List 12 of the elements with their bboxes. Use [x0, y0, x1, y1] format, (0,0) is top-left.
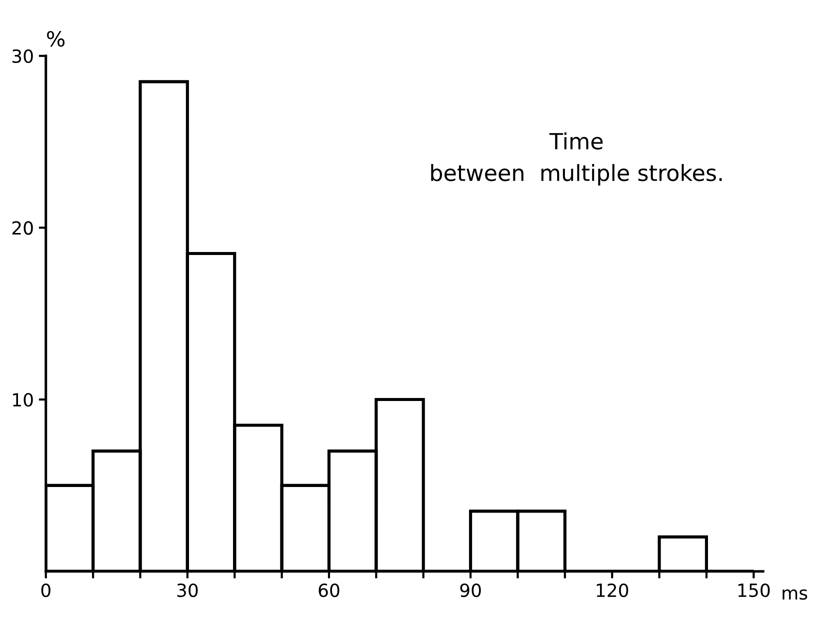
x-tick-label: 60 — [318, 583, 340, 598]
y-tick-label: 20 — [12, 221, 33, 235]
x-tick-label: 120 — [596, 583, 628, 598]
y-axis-title: % — [47, 30, 65, 47]
annotation: Time between multiple strokes. — [431, 132, 722, 186]
x-tick-label: 0 — [41, 583, 50, 598]
x-tick-label: 150 — [738, 583, 770, 598]
y-tick-label: 10 — [13, 392, 33, 407]
x-axis-title: ms — [782, 589, 808, 600]
y-tick-label: 30 — [12, 49, 33, 64]
x-tick-label: 90 — [460, 583, 481, 598]
x-tick-label: 30 — [177, 583, 198, 598]
